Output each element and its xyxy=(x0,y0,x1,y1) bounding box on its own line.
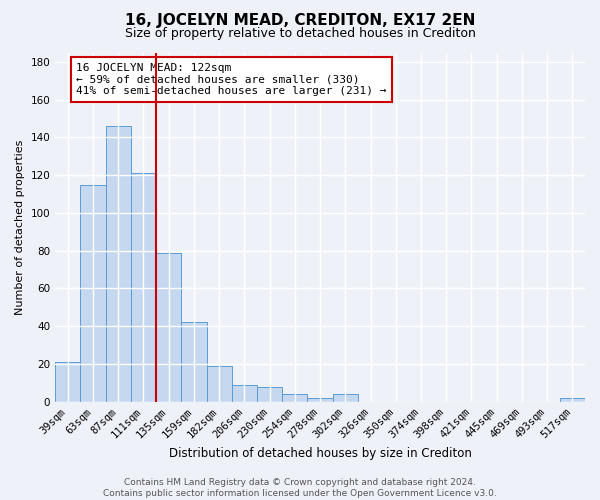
Bar xyxy=(332,394,358,402)
Bar xyxy=(282,394,307,402)
Bar xyxy=(181,322,206,402)
Text: Contains HM Land Registry data © Crown copyright and database right 2024.
Contai: Contains HM Land Registry data © Crown c… xyxy=(103,478,497,498)
Bar xyxy=(156,252,181,402)
Bar xyxy=(257,386,282,402)
Bar xyxy=(206,366,232,402)
Text: Size of property relative to detached houses in Crediton: Size of property relative to detached ho… xyxy=(125,28,475,40)
Bar xyxy=(131,174,156,402)
Text: 16, JOCELYN MEAD, CREDITON, EX17 2EN: 16, JOCELYN MEAD, CREDITON, EX17 2EN xyxy=(125,12,475,28)
Text: 16 JOCELYN MEAD: 122sqm
← 59% of detached houses are smaller (330)
41% of semi-d: 16 JOCELYN MEAD: 122sqm ← 59% of detache… xyxy=(76,63,387,96)
Bar xyxy=(55,362,80,402)
Bar xyxy=(106,126,131,402)
Bar xyxy=(232,384,257,402)
X-axis label: Distribution of detached houses by size in Crediton: Distribution of detached houses by size … xyxy=(169,447,472,460)
Bar xyxy=(307,398,332,402)
Y-axis label: Number of detached properties: Number of detached properties xyxy=(15,140,25,314)
Bar xyxy=(560,398,585,402)
Bar xyxy=(80,184,106,402)
